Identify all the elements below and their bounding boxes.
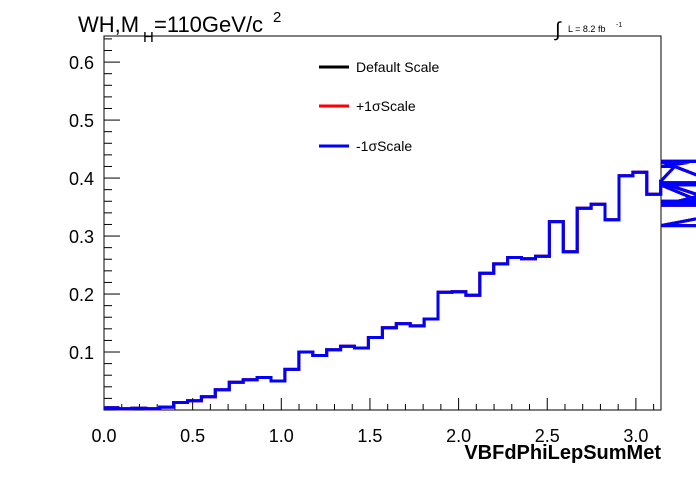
lumi-superscript: -1 — [616, 22, 622, 29]
y-tick-label: 0.2 — [69, 285, 94, 305]
legend-label-default-scale: Default Scale — [356, 59, 439, 75]
legend-label-plus1sigma-scale: +1σScale — [356, 98, 416, 114]
lumi-integral-symbol: ∫ — [554, 19, 562, 41]
legend: Default Scale +1σScale -1σScale — [319, 59, 439, 154]
y-tick-label: 0.1 — [69, 343, 94, 363]
x-axis-label: VBFdPhiLepSumMet — [464, 442, 661, 464]
y-tick-label: 0.5 — [69, 111, 94, 131]
chart-title-superscript: 2 — [273, 9, 281, 26]
x-tick-label: 2.0 — [446, 426, 471, 446]
series-line-default-scale — [104, 159, 696, 411]
x-tick-label: 3.0 — [623, 426, 648, 446]
y-tick-label: 0.3 — [69, 227, 94, 247]
plot-frame — [103, 35, 662, 411]
series-line-plus1-scale — [104, 159, 696, 411]
x-tick-label: 0.0 — [91, 426, 116, 446]
axes: 0.0 0.5 1.0 1.5 2.0 2.5 3.0 0.1 0.2 0.3 0.4 0.5 0.6 — [69, 38, 655, 446]
x-tick-label: 1.5 — [357, 426, 382, 446]
x-tick-label: 1.0 — [269, 426, 294, 446]
chart-title-subscript: H — [143, 29, 154, 46]
x-tick-label: 2.5 — [535, 426, 560, 446]
x-tick-label: 0.5 — [180, 426, 205, 446]
series-layer — [104, 159, 696, 411]
y-tick-label: 0.4 — [69, 169, 94, 189]
chart-title-rest: =110GeV/c — [154, 12, 263, 37]
legend-label-minus1sigma-scale: -1σScale — [356, 138, 412, 154]
lumi-label: L = 8.2 fb — [568, 24, 605, 34]
y-tick-label: 0.6 — [69, 53, 94, 73]
series-line-minus1-scale — [104, 159, 696, 411]
chart-title-main: WH,M — [78, 12, 139, 37]
